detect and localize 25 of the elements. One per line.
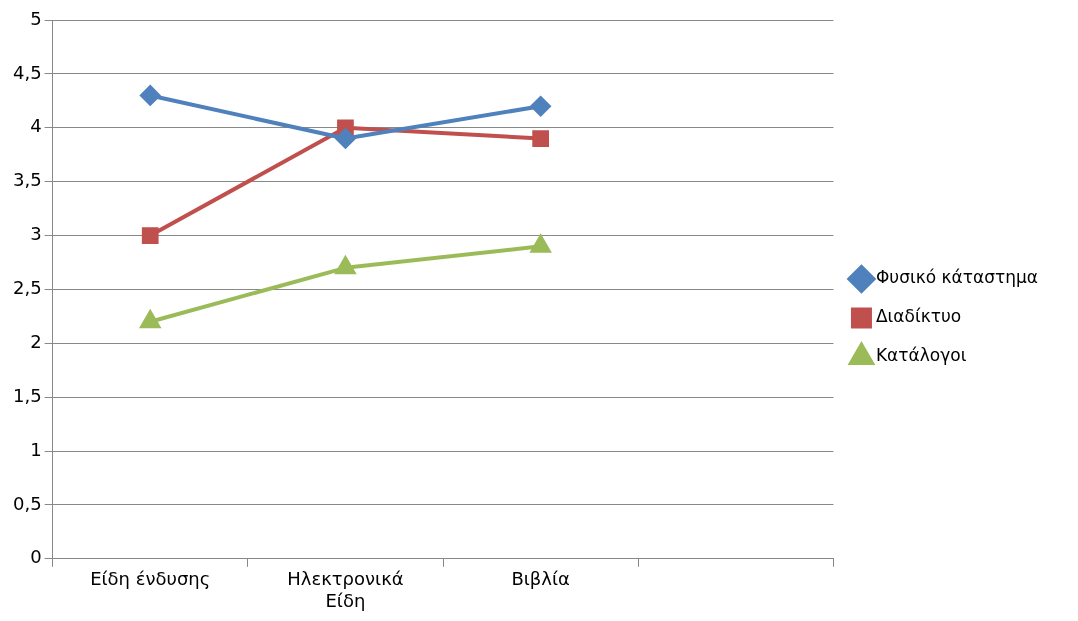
legend-label: Φυσικό κάταστημα	[875, 267, 1039, 288]
point	[140, 85, 161, 106]
point	[530, 96, 551, 117]
y-tick-label: 3	[30, 223, 42, 245]
y-tick-label: 4,5	[12, 61, 42, 83]
y-tick-label: 0,5	[12, 492, 42, 514]
y-tick-label: 3,5	[12, 169, 42, 191]
point	[335, 128, 356, 149]
x-tick-label: Ηλεκτρονικά Είδη	[287, 568, 404, 611]
y-tick-label: 1	[30, 438, 42, 460]
point	[335, 256, 356, 275]
y-tick-label: 5	[30, 7, 42, 29]
point	[139, 308, 162, 329]
legend-label: Διαδίκτυο	[875, 306, 962, 327]
point	[530, 235, 551, 253]
y-tick-label: 0	[30, 546, 42, 568]
x-tick-label: Βιβλία	[511, 568, 570, 590]
y-tick-label: 1,5	[12, 384, 42, 406]
legend-label: Κατάλογοι	[875, 345, 967, 366]
point	[141, 227, 159, 244]
y-tick-label: 2	[30, 330, 42, 352]
y-tick-label: 4	[30, 115, 42, 137]
x-tick-label: Είδη ένδυσης	[90, 568, 211, 590]
y-tick-label: 2,5	[12, 277, 42, 299]
point	[532, 130, 550, 147]
